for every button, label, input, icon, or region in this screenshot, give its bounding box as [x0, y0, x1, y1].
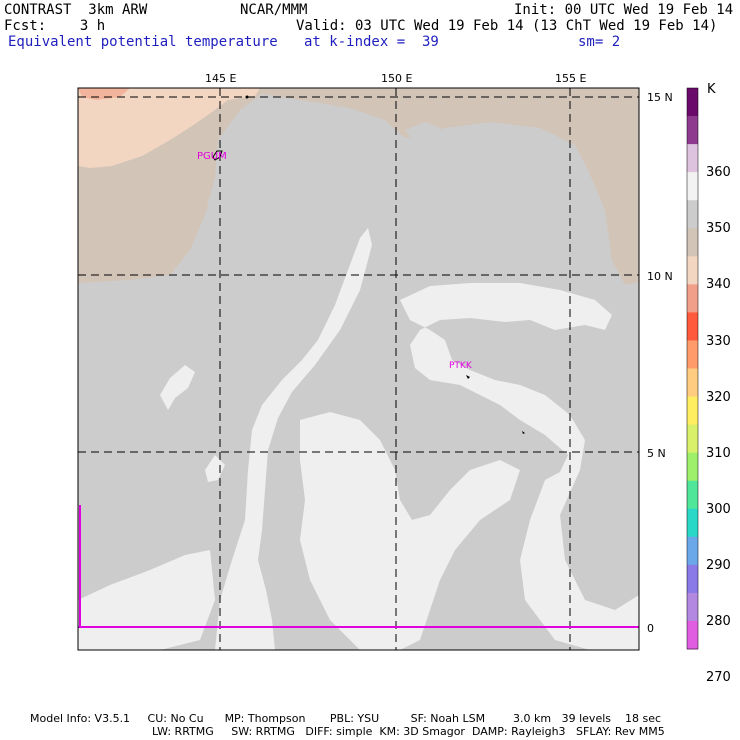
- colorbar-tick-label: 330: [706, 333, 731, 349]
- lon-label-155: 155 E: [555, 72, 587, 85]
- colorbar-swatch: [687, 368, 698, 398]
- colorbar-swatch: [687, 144, 698, 173]
- colorbar-swatch: [687, 396, 698, 426]
- colorbar-swatch: [687, 200, 698, 229]
- field-white-band-mid: [300, 412, 520, 650]
- colorbar-swatch: [687, 340, 698, 369]
- station-label-ptkk: PTKK: [449, 361, 472, 371]
- lat-label-10n: 10 N: [647, 270, 673, 283]
- lat-label-5n: 5 N: [647, 447, 666, 460]
- colorbar-swatch: [687, 312, 698, 341]
- model-info-line1: Model Info: V3.5.1 CU: No Cu MP: Thompso…: [30, 712, 662, 725]
- field-grey-blob-b: [405, 122, 440, 136]
- colorbar-swatch: [687, 284, 698, 313]
- island-chuuk: [466, 375, 470, 379]
- colorbar-frame: [686, 87, 699, 650]
- colorbar-tick-label: 290: [706, 557, 731, 573]
- model-title: CONTRAST 3km ARW: [4, 2, 148, 18]
- colorbar-swatch: [687, 536, 698, 566]
- field-white-band-south: [78, 550, 215, 650]
- valid-time: Valid: 03 UTC Wed 19 Feb 14 (13 ChT Wed …: [296, 18, 718, 34]
- colorbar-swatch: [687, 620, 698, 650]
- station-label-pgum: PGUM: [197, 151, 227, 162]
- lat-label-equator: 0: [647, 622, 654, 635]
- organization-label: NCAR/MMM: [240, 2, 308, 18]
- smoothing-label: sm= 2: [578, 34, 621, 50]
- colorbar-swatch: [687, 228, 698, 257]
- field-warm-region-north: [78, 88, 639, 285]
- forecast-hour: Fcst: 3 h: [4, 18, 106, 34]
- island-guam: [212, 150, 223, 161]
- colorbar-tick-label: 270: [706, 670, 731, 686]
- colorbar-tick-label: 350: [706, 221, 731, 237]
- colorbar-swatch: [687, 564, 698, 594]
- colorbar-swatch: [687, 452, 698, 482]
- field-grey-blob-a: [340, 162, 378, 210]
- colorbar-swatch: [687, 508, 698, 538]
- map-frame: [77, 87, 640, 651]
- colorbar-swatch: [687, 88, 698, 117]
- colorbar-swatch: [687, 256, 698, 285]
- colorbar-tick-label: 360: [706, 165, 731, 181]
- colorbar-swatch: [687, 172, 698, 201]
- level-index: at k-index = 39: [304, 34, 439, 50]
- init-time: Init: 00 UTC Wed 19 Feb 14: [514, 2, 734, 18]
- colorbar-swatch: [687, 480, 698, 510]
- colorbar-tick-label: 340: [706, 277, 731, 293]
- colorbar-swatch: [687, 592, 698, 622]
- colorbar-tick-label: 320: [706, 389, 731, 405]
- colorbar-tick-label: 310: [706, 445, 731, 461]
- lon-label-150: 150 E: [381, 72, 413, 85]
- field-white-blob-sw: [205, 455, 225, 482]
- colorbar-tick-label: 280: [706, 614, 731, 629]
- colorbar-swatch: [687, 116, 698, 145]
- colorbar-tick-label: 300: [706, 501, 731, 517]
- lat-label-15n: 15 N: [647, 91, 673, 104]
- field-white-band-diagonal: [215, 228, 372, 650]
- field-white-blob-west: [160, 365, 195, 410]
- model-info-line2: LW: RRTMG SW: RRTMG DIFF: simple KM: 3D …: [152, 725, 665, 738]
- colorbar: [687, 88, 698, 650]
- field-peach-region: [78, 88, 260, 168]
- island-dot-north: [245, 95, 249, 99]
- colorbar-unit: K: [707, 82, 716, 97]
- island-pohnpei: [522, 431, 525, 434]
- field-name: Equivalent potential temperature: [8, 34, 278, 50]
- colorbar-swatch: [687, 424, 698, 454]
- field-white-band-east: [400, 283, 639, 650]
- lon-label-145: 145 E: [205, 72, 237, 85]
